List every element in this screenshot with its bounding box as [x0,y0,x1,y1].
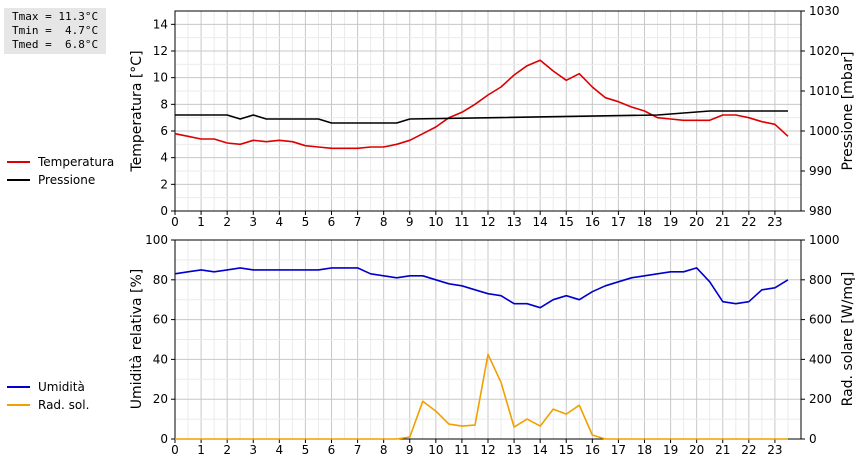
x-tick-label: 16 [585,443,600,457]
x-tick-label: 9 [406,215,414,229]
x-tick-label: 11 [454,443,469,457]
x-tick-label: 6 [328,215,336,229]
x-tick-label: 12 [480,443,495,457]
series-line-2 [175,110,788,124]
legend-label-2: Pressione [38,173,95,187]
y2-tick-label: 1000 [809,233,840,247]
y-tick-label: 20 [153,392,168,406]
y-tick-label: 0 [160,204,168,218]
x-tick-label: 17 [611,443,626,457]
x-tick-label: 2 [223,443,231,457]
x-tick-label: 10 [428,443,443,457]
y-tick-label: 0 [160,432,168,446]
x-tick-label: 11 [454,215,469,229]
x-tick-label: 23 [767,443,782,457]
x-tick-label: 17 [611,215,626,229]
legend-label-1: Umidità [38,380,85,394]
x-tick-label: 3 [249,215,257,229]
x-tick-label: 19 [663,215,678,229]
x-tick-label: 0 [171,215,179,229]
x-tick-label: 2 [223,215,231,229]
y2-tick-label: 400 [809,352,832,366]
x-tick-label: 22 [741,215,756,229]
y-tick-label: 40 [153,352,168,366]
x-tick-label: 14 [533,215,548,229]
x-tick-label: 4 [276,443,284,457]
x-tick-label: 13 [506,215,521,229]
y-tick-label: 60 [153,313,168,327]
chart-1: 0 1 2 3 4 5 6 7 8 9 10 11 12 13 14 15 16 17 18 19 20 21 22 2302… [7,4,856,229]
legend-label-2: Rad. sol. [38,398,89,412]
y2-tick-label: 800 [809,273,832,287]
y-tick-label: 4 [160,151,168,165]
x-tick-label: 13 [506,443,521,457]
x-tick-label: 16 [585,215,600,229]
x-tick-label: 6 [328,443,336,457]
x-tick-label: 10 [428,215,443,229]
y-tick-label: 80 [153,273,168,287]
stats-box: Tmax = 11.3°C Tmin = 4.7°C Tmed = 6.8°C [4,8,106,54]
y2-tick-label: 1020 [809,44,840,58]
x-tick-label: 15 [559,443,574,457]
y-axis-label: Umidità relativa [%] [129,269,145,410]
x-tick-label: 1 [197,215,205,229]
y2-tick-label: 1010 [809,84,840,98]
x-tick-label: 4 [276,215,284,229]
x-tick-label: 20 [689,443,704,457]
series-line-1 [174,59,789,150]
y2-axis-label: Pressione [mbar] [840,51,856,170]
x-tick-label: 3 [249,443,257,457]
y-tick-label: 100 [145,233,168,247]
y-tick-label: 12 [153,44,168,58]
y-tick-label: 6 [160,124,168,138]
x-tick-label: 20 [689,215,704,229]
x-tick-label: 18 [637,215,652,229]
y2-axis-label: Rad. solare [W/mq] [840,272,856,407]
y2-tick-label: 1030 [809,4,840,18]
tmin-text: Tmin = 4.7°C [12,24,99,37]
x-tick-label: 15 [559,215,574,229]
x-tick-label: 1 [197,443,205,457]
x-tick-label: 8 [380,443,388,457]
x-tick-label: 12 [480,215,495,229]
y-tick-label: 14 [153,17,168,31]
tmax-text: Tmax = 11.3°C [12,10,99,23]
y2-tick-label: 600 [809,313,832,327]
chart-2: 0 1 2 3 4 5 6 7 8 9 10 11 12 13 14 15 16 17 18 19 20 21 22 2302… [7,233,856,457]
y2-tick-label: 0 [809,432,817,446]
x-tick-label: 7 [354,443,362,457]
y-tick-label: 8 [160,97,168,111]
tmed-text: Tmed = 6.8°C [12,38,99,51]
y-axis-label: Temperatura [°C] [129,50,145,172]
x-tick-label: 21 [715,215,730,229]
legend-label-1: Temperatura [37,155,114,169]
x-tick-label: 0 [171,443,179,457]
x-tick-label: 5 [302,443,310,457]
series-line-1 [174,267,789,309]
x-tick-label: 23 [767,215,782,229]
y2-tick-label: 990 [809,164,832,178]
x-tick-label: 21 [715,443,730,457]
x-tick-label: 7 [354,215,362,229]
x-tick-label: 5 [302,215,310,229]
y2-tick-label: 980 [809,204,832,218]
y2-tick-label: 200 [809,392,832,406]
x-tick-label: 18 [637,443,652,457]
x-tick-label: 22 [741,443,756,457]
y2-tick-label: 1000 [809,124,840,138]
y-tick-label: 10 [153,71,168,85]
x-tick-label: 9 [406,443,414,457]
series-line-2 [175,353,788,440]
x-tick-label: 8 [380,215,388,229]
x-tick-label: 14 [533,443,548,457]
y-tick-label: 2 [160,177,168,191]
x-tick-label: 19 [663,443,678,457]
